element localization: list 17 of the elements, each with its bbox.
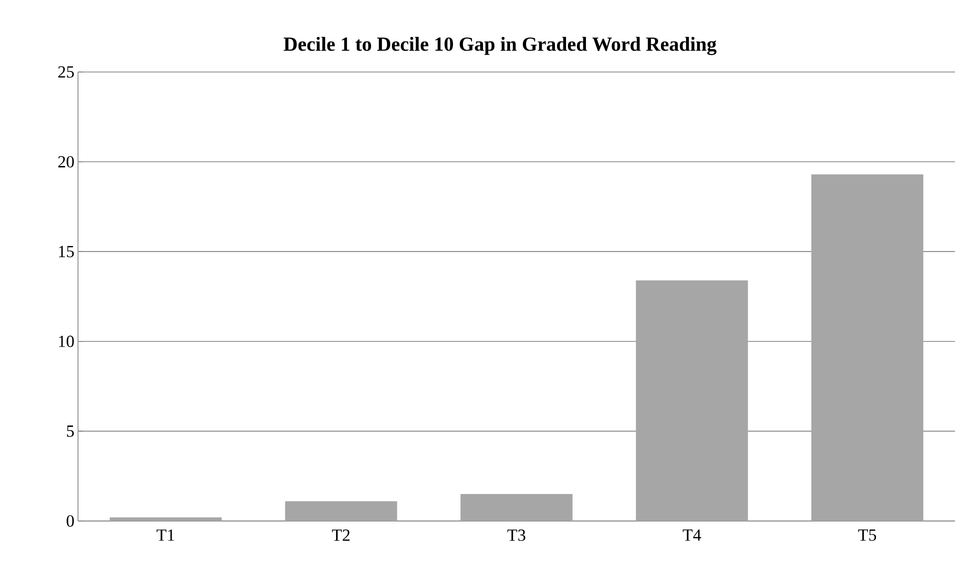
bar xyxy=(285,501,398,521)
bar xyxy=(636,280,748,521)
bar xyxy=(811,174,924,521)
y-tick-label: 10 xyxy=(59,336,74,348)
x-tick-label: T3 xyxy=(507,530,526,541)
x-tick-label: T1 xyxy=(156,530,174,541)
chart-title: Decile 1 to Decile 10 Gap in Graded Word Reading xyxy=(284,36,716,56)
x-tick-label: T4 xyxy=(682,530,702,541)
bar xyxy=(110,517,222,521)
x-tick-label: T2 xyxy=(332,530,350,541)
bar xyxy=(460,494,573,521)
y-tick-label: 0 xyxy=(66,515,74,527)
y-tick-label: 15 xyxy=(59,246,74,258)
y-tick-label: 20 xyxy=(58,156,74,168)
y-tick-label: 5 xyxy=(67,426,74,437)
y-tick-label: 25 xyxy=(58,66,74,78)
x-tick-label: T5 xyxy=(858,530,876,541)
